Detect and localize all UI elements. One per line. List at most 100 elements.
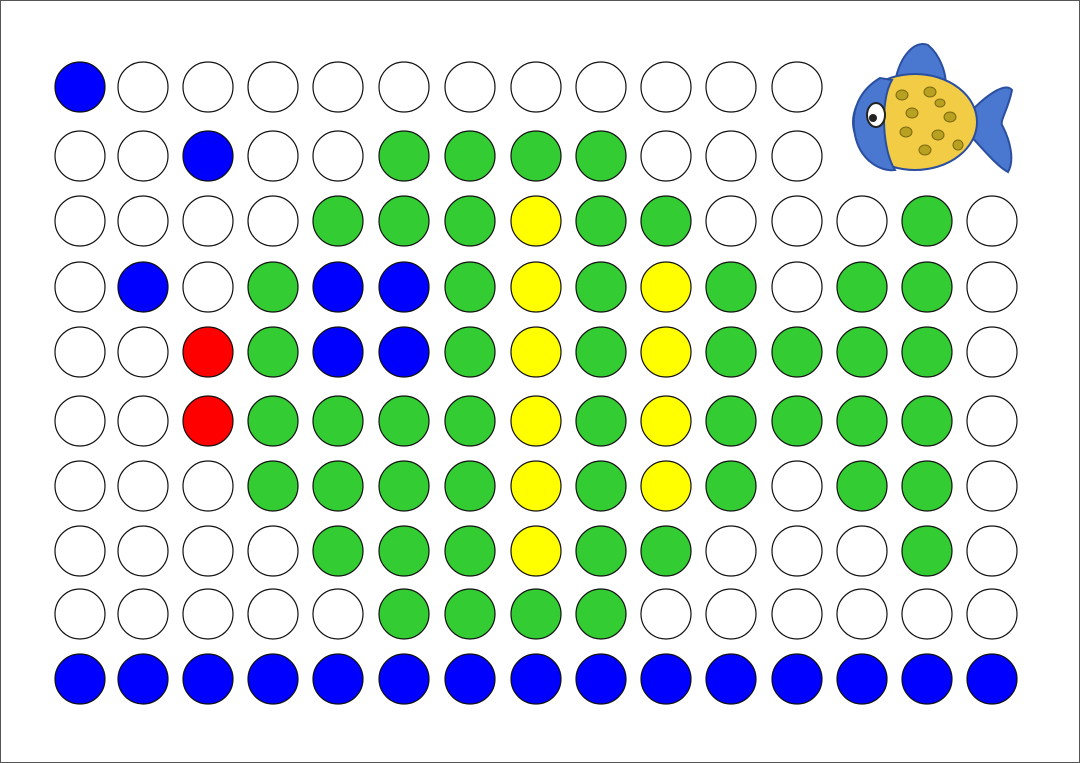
dot <box>247 460 299 512</box>
dot <box>901 525 953 577</box>
dot <box>444 460 496 512</box>
dot <box>966 326 1018 378</box>
dot <box>510 588 562 640</box>
dot <box>771 261 823 313</box>
dot <box>575 261 627 313</box>
dot <box>966 525 1018 577</box>
dot <box>771 525 823 577</box>
dot <box>771 395 823 447</box>
dot <box>575 460 627 512</box>
dot <box>54 195 106 247</box>
dot <box>444 61 496 113</box>
dot <box>640 195 692 247</box>
dot <box>640 130 692 182</box>
dot <box>54 395 106 447</box>
dot <box>510 326 562 378</box>
dot <box>378 61 430 113</box>
dot <box>771 588 823 640</box>
dot <box>901 460 953 512</box>
dot <box>640 326 692 378</box>
dot <box>182 261 234 313</box>
dot <box>771 653 823 705</box>
dot <box>378 588 430 640</box>
dot <box>966 261 1018 313</box>
dot <box>705 653 757 705</box>
dot <box>705 130 757 182</box>
dot <box>640 61 692 113</box>
dot <box>640 395 692 447</box>
dot <box>510 653 562 705</box>
dot <box>966 395 1018 447</box>
dot <box>182 525 234 577</box>
dot <box>54 460 106 512</box>
dot <box>117 653 169 705</box>
dot <box>705 588 757 640</box>
dot <box>54 653 106 705</box>
dot <box>640 261 692 313</box>
dot <box>312 588 364 640</box>
dot <box>117 588 169 640</box>
dot <box>182 460 234 512</box>
dot <box>312 195 364 247</box>
dot <box>966 588 1018 640</box>
dot <box>901 588 953 640</box>
dot <box>771 326 823 378</box>
dot <box>575 130 627 182</box>
dot <box>182 61 234 113</box>
dot <box>54 61 106 113</box>
dot <box>444 261 496 313</box>
dot <box>510 261 562 313</box>
dot <box>575 61 627 113</box>
dot <box>182 395 234 447</box>
dot <box>836 395 888 447</box>
dot <box>575 395 627 447</box>
dot <box>247 653 299 705</box>
dot <box>378 525 430 577</box>
dot <box>510 195 562 247</box>
dot <box>901 395 953 447</box>
dot <box>510 525 562 577</box>
dot <box>247 195 299 247</box>
dot <box>117 261 169 313</box>
dot <box>705 395 757 447</box>
dot <box>836 261 888 313</box>
dot <box>312 460 364 512</box>
fish-eye <box>866 102 886 128</box>
dot <box>836 195 888 247</box>
dot <box>640 525 692 577</box>
dot <box>117 460 169 512</box>
dot <box>771 130 823 182</box>
dot <box>510 460 562 512</box>
dot <box>312 130 364 182</box>
dot <box>378 261 430 313</box>
dot <box>966 195 1018 247</box>
dot <box>836 588 888 640</box>
dot <box>182 195 234 247</box>
dot <box>444 326 496 378</box>
dot <box>247 326 299 378</box>
dot <box>640 588 692 640</box>
dot <box>312 653 364 705</box>
dot <box>247 525 299 577</box>
dot <box>705 525 757 577</box>
dot <box>247 588 299 640</box>
dot <box>836 326 888 378</box>
dot <box>444 588 496 640</box>
dot <box>117 326 169 378</box>
dot <box>966 460 1018 512</box>
dot <box>182 653 234 705</box>
dot <box>312 61 364 113</box>
dot <box>182 588 234 640</box>
dot <box>771 460 823 512</box>
dot <box>182 130 234 182</box>
dot <box>117 130 169 182</box>
dot <box>117 525 169 577</box>
dot <box>378 653 430 705</box>
dot <box>575 525 627 577</box>
dot <box>54 588 106 640</box>
dot <box>836 525 888 577</box>
dot <box>54 525 106 577</box>
dot <box>444 395 496 447</box>
dot <box>54 261 106 313</box>
